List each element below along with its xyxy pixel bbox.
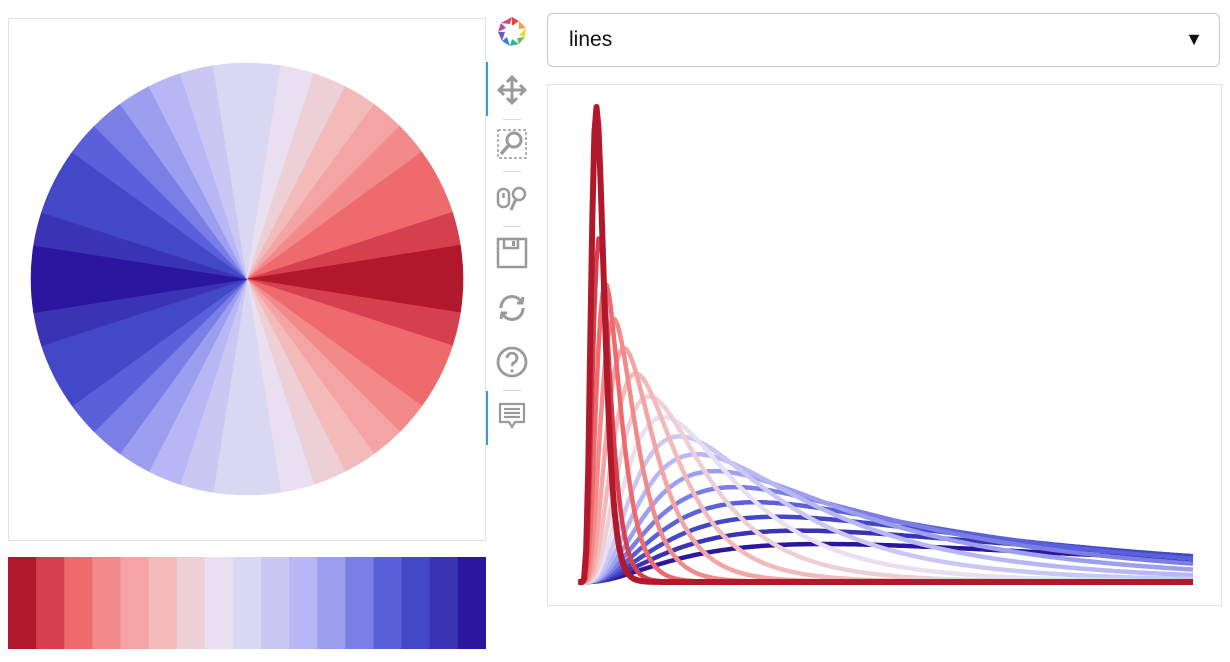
color-strip-bar: [373, 557, 403, 649]
color-strip-panel: [8, 557, 486, 649]
color-strip-bar: [148, 557, 178, 649]
reset-icon[interactable]: [494, 290, 530, 326]
line-chart[interactable]: [548, 85, 1221, 605]
pie-chart-panel[interactable]: [8, 18, 486, 541]
wheel-zoom-icon[interactable]: [494, 180, 530, 216]
help-icon[interactable]: [494, 344, 530, 380]
select-value: lines: [569, 28, 613, 51]
color-strip-bar: [289, 557, 318, 649]
color-strip-bar: [8, 557, 37, 649]
pie-slice[interactable]: [212, 62, 248, 280]
color-strip-bar: [232, 557, 262, 649]
color-strip-bar: [92, 557, 122, 649]
series-line[interactable]: [577, 236, 1194, 585]
series-line[interactable]: [577, 452, 1194, 585]
color-strip: [8, 557, 486, 649]
series-line[interactable]: [577, 468, 1194, 585]
pie-chart[interactable]: [9, 19, 485, 540]
toolbar: [486, 10, 538, 450]
color-strip-bar: [64, 557, 93, 649]
chevron-down-icon[interactable]: ▼: [1185, 29, 1203, 49]
color-strip-bar: [120, 557, 150, 649]
series-line[interactable]: [577, 484, 1194, 585]
series-line[interactable]: [577, 316, 1194, 585]
active-drag-indicator: [486, 62, 488, 116]
color-strip-bar: [317, 557, 347, 649]
series-line[interactable]: [577, 104, 1194, 585]
save-icon[interactable]: [494, 235, 530, 271]
pan-icon[interactable]: [494, 72, 530, 108]
color-strip-bar: [176, 557, 206, 649]
color-strip-bar: [204, 557, 234, 649]
color-strip-bar: [261, 557, 290, 649]
hover-icon[interactable]: [494, 398, 530, 434]
color-strip-bar: [36, 557, 65, 649]
bokeh-logo-icon[interactable]: [494, 14, 530, 50]
palette-type-select[interactable]: lines ▼: [547, 13, 1220, 67]
color-strip-bar: [345, 557, 375, 649]
color-strip-bar: [457, 557, 486, 649]
line-chart-panel[interactable]: [547, 84, 1222, 606]
series-line[interactable]: [577, 434, 1194, 585]
active-inspect-indicator: [486, 391, 488, 445]
color-strip-bar: [401, 557, 431, 649]
color-strip-bar: [429, 557, 459, 649]
box-zoom-icon[interactable]: [494, 126, 530, 162]
